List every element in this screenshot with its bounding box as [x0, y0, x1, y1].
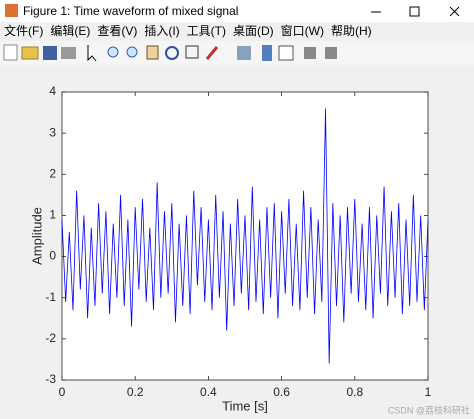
x-tick-label: 0.6: [273, 385, 290, 399]
toolbar: [0, 41, 474, 65]
menu-item[interactable]: 工具(T): [187, 24, 226, 38]
y-tick-label: 3: [49, 125, 56, 139]
x-tick-label: 1: [425, 385, 432, 399]
title-bar: [0, 0, 474, 22]
menu-item[interactable]: 插入(I): [144, 24, 179, 38]
maximize-button[interactable]: [409, 6, 420, 17]
y-tick-label: 0: [49, 249, 56, 263]
close-button[interactable]: [449, 6, 460, 17]
y-tick-label: -1: [45, 290, 56, 304]
x-axis-label: Time [s]: [222, 398, 268, 413]
menu-item[interactable]: 文件(F): [4, 23, 43, 38]
y-tick-label: -2: [45, 331, 56, 345]
watermark: CSDN @荔枝科研社: [388, 404, 470, 415]
x-tick-label: 0: [59, 385, 66, 399]
axes-box: [61, 91, 429, 381]
plot: -3 -2 -1 0 1 2 3 4 0 0.2 0.4 0.6 0.8 1: [45, 84, 431, 399]
y-tick-label: 1: [49, 208, 56, 222]
menu-item[interactable]: 查看(V): [97, 24, 137, 38]
window-title: Figure 1: Time waveform of mixed signal: [23, 4, 238, 18]
y-tick-label: -3: [45, 372, 56, 386]
signal-line: [61, 108, 429, 364]
app-icon: [5, 4, 18, 17]
menu-item[interactable]: 窗口(W): [281, 24, 324, 38]
menu-item[interactable]: 编辑(E): [50, 23, 90, 38]
x-tick-label: 0.8: [346, 385, 363, 399]
y-axis-label: Amplitude: [29, 207, 44, 265]
menu-bar: 文件(F) 编辑(E) 查看(V) 插入(I) 工具(T) 桌面(D) 窗口(W) 帮助(H): [4, 23, 372, 38]
y-tick-label: 2: [49, 166, 56, 180]
menu-item[interactable]: 帮助(H): [331, 24, 372, 38]
x-tick-label: 0.4: [200, 385, 217, 399]
menu-item[interactable]: 桌面(D): [233, 24, 274, 38]
y-tick-label: 4: [49, 84, 56, 98]
x-tick-label: 0.2: [127, 385, 144, 399]
